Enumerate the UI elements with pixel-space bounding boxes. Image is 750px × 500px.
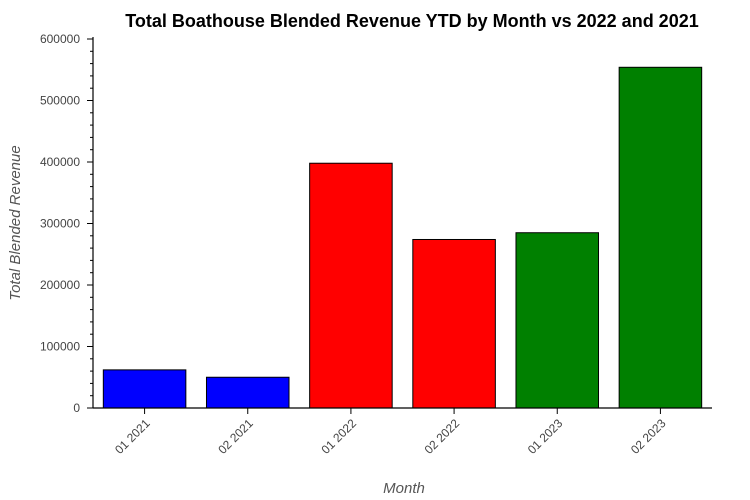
y-tick-label: 200000 — [40, 278, 80, 292]
bar-01-2023 — [515, 232, 600, 409]
bars-group — [102, 66, 703, 409]
x-tick-label: 02 2022 — [422, 416, 463, 457]
bar-01-2022 — [309, 162, 393, 409]
y-tick-label: 600000 — [40, 32, 80, 46]
x-axis-label: Month — [383, 480, 425, 497]
x-tick-label: 02 2021 — [215, 416, 256, 457]
bar-02-2022 — [412, 238, 496, 409]
bar-01-2021 — [102, 369, 187, 409]
x-tick-label: 01 2022 — [318, 416, 359, 457]
y-tick-label: 0 — [73, 401, 80, 415]
y-axis-label: Total Blended Revenue — [7, 145, 24, 300]
x-tick-label: 01 2023 — [525, 416, 566, 457]
y-tick-label: 500000 — [40, 94, 80, 108]
y-tick-label: 400000 — [40, 155, 80, 169]
bar-02-2021 — [205, 376, 290, 409]
y-tick-label: 300000 — [40, 217, 80, 231]
bar-02-2023 — [618, 66, 703, 409]
x-tick-label: 02 2023 — [628, 416, 669, 457]
chart-title: Total Boathouse Blended Revenue YTD by M… — [125, 11, 698, 31]
x-tick-label: 01 2021 — [112, 416, 153, 457]
y-tick-label: 100000 — [40, 340, 80, 354]
